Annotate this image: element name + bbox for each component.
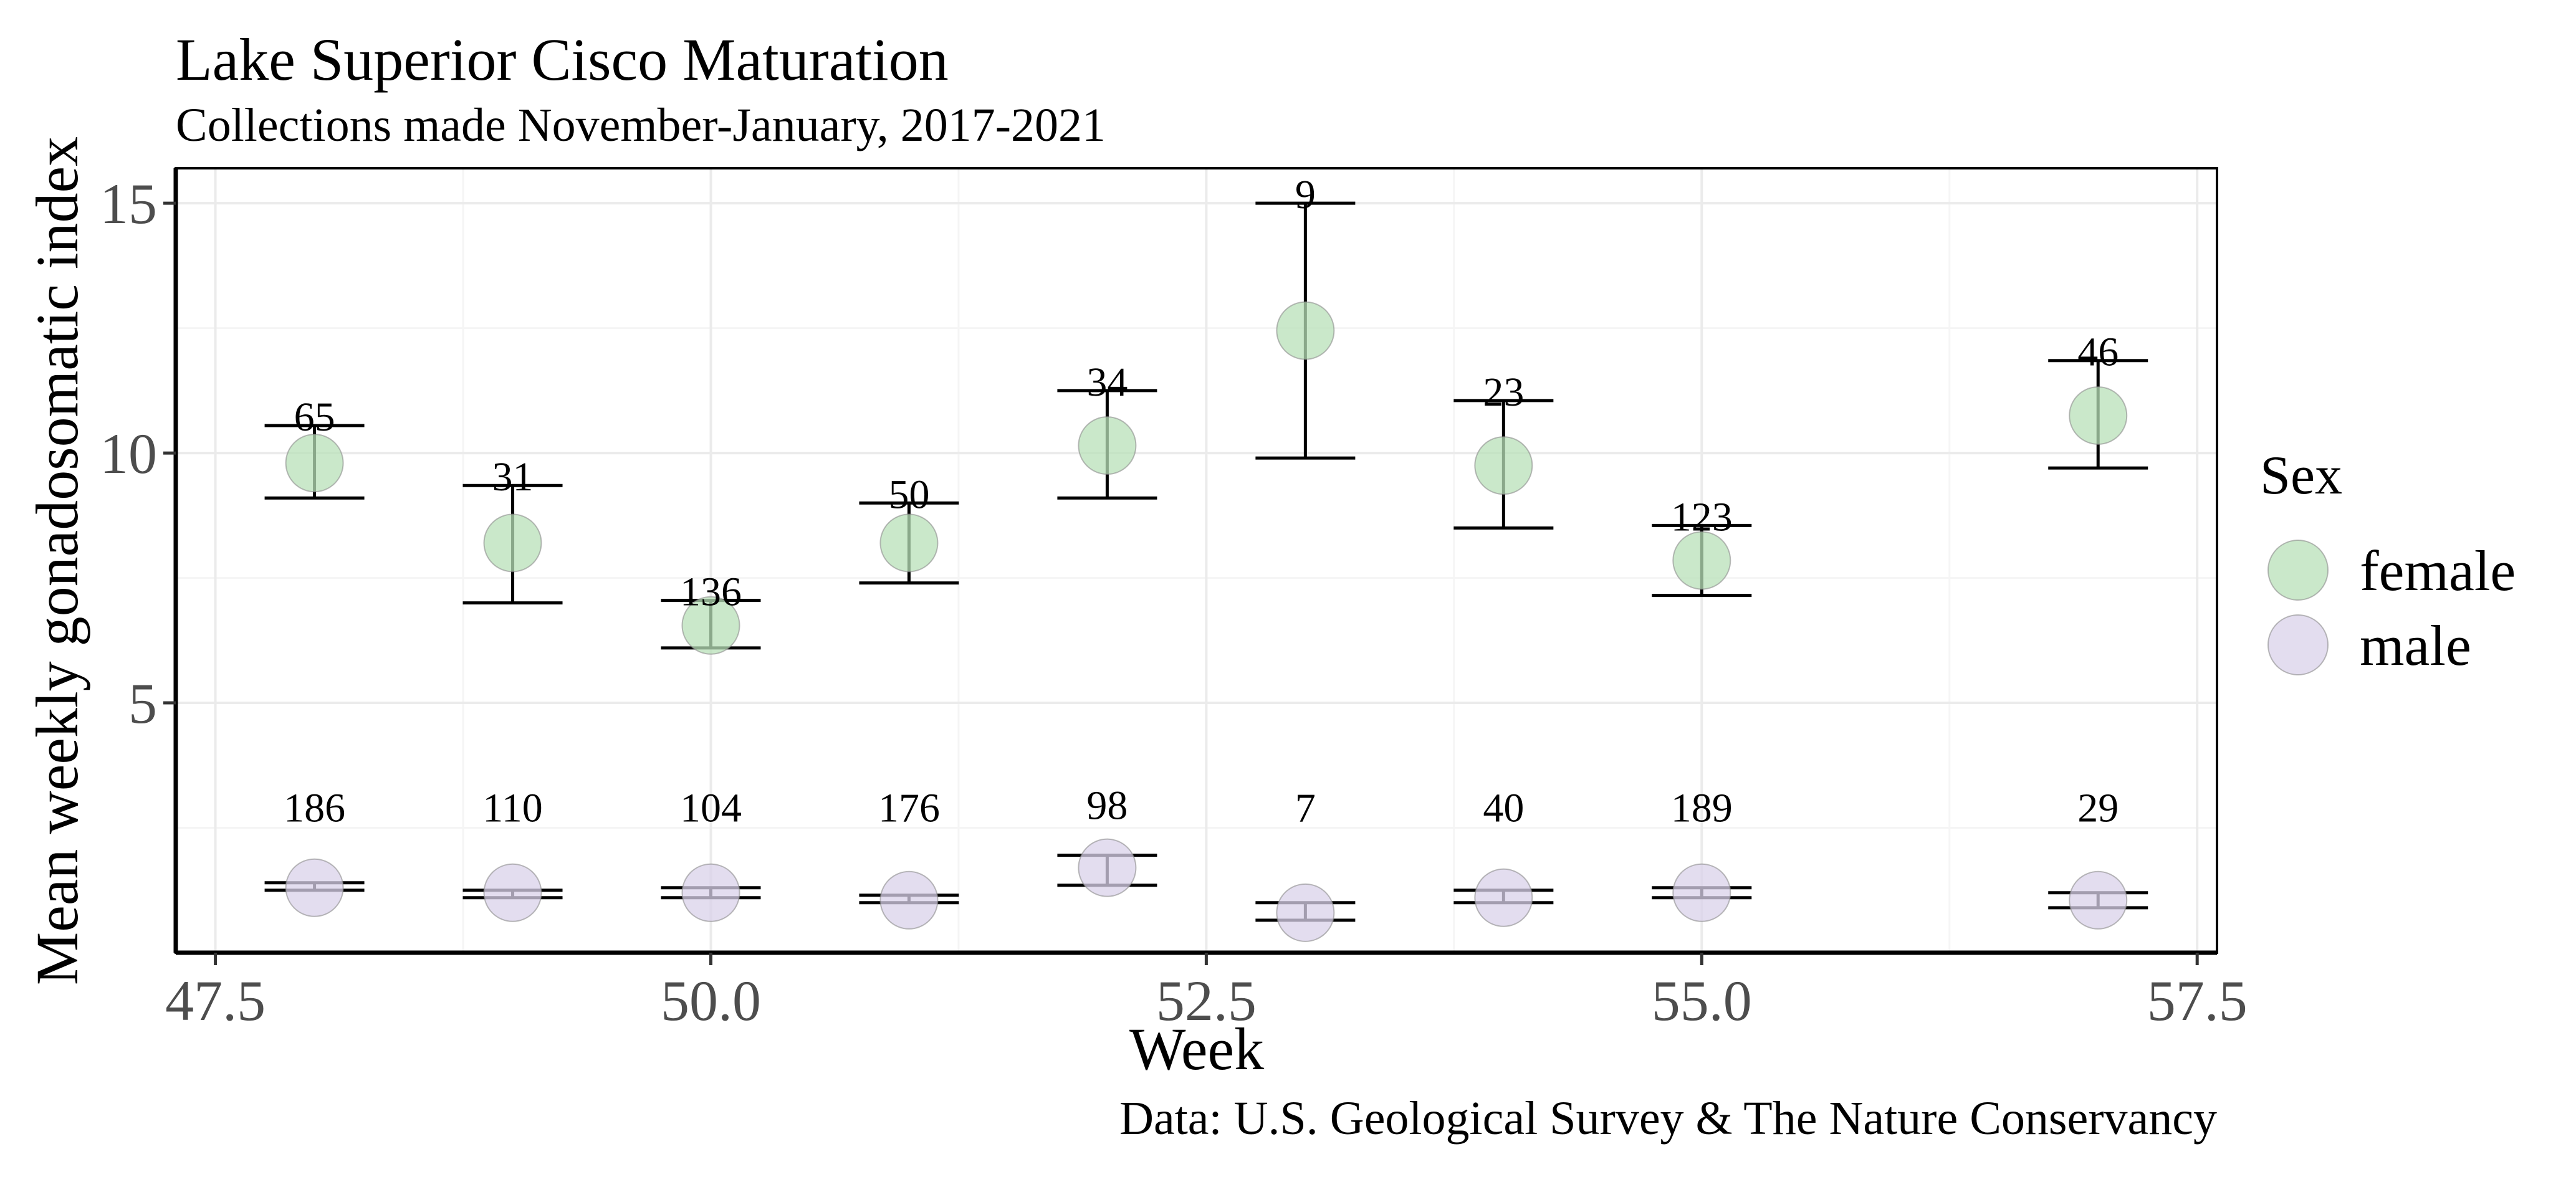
count-label-female: 123 [1671,494,1733,540]
point-male [1078,838,1137,897]
count-label-female: 9 [1295,172,1316,217]
point-female [681,596,740,655]
data-points [285,301,2128,942]
x-axis-title: Week [1129,1016,1264,1082]
count-label-male: 186 [284,786,345,831]
count-label-male: 29 [2077,786,2119,831]
point-female [879,513,939,573]
point-male [1276,883,1335,942]
count-labels: 65 31 136 50 34 9 23 123 46 186 110 104 176 98 7 40 189 2… [284,172,2119,831]
count-label-male: 7 [1295,786,1316,831]
plot-panel-border [175,167,2218,954]
legend-key-male [2267,614,2329,675]
point-male [2069,870,2128,930]
count-label-female: 31 [492,454,534,500]
count-label-male: 104 [680,786,742,831]
count-label-male: 40 [1483,786,1524,831]
axis-ticks: 47.5 50.0 52.5 55.0 57.5 5 10 15 [100,172,2248,1032]
count-label-female: 46 [2077,330,2119,375]
point-male [1672,863,1731,922]
point-male [1474,868,1533,927]
count-label-female: 50 [888,472,929,517]
y-tick-label: 15 [100,172,157,236]
legend-key-female [2267,540,2329,601]
legend-label-male: male [2360,614,2471,677]
x-tick-label: 50.0 [661,969,761,1032]
legend: female male [2267,539,2516,677]
x-tick-label: 57.5 [2147,969,2248,1032]
count-label-female: 23 [1483,369,1524,415]
point-male [285,858,344,917]
y-axis-title: Mean weekly gonadosomatic index [24,136,90,985]
point-female [483,513,542,573]
point-male [681,863,740,922]
count-label-male: 189 [1671,786,1733,831]
x-tick-label: 52.5 [1156,969,1257,1032]
legend-label-female: female [2360,539,2516,603]
y-tick-label: 10 [100,422,157,485]
count-label-male: 98 [1086,783,1128,829]
chart-caption: Data: U.S. Geological Survey & The Natur… [1119,1092,2217,1145]
point-female [2069,386,2128,445]
x-tick-label: 55.0 [1652,969,1752,1032]
count-label-male: 176 [878,786,940,831]
count-label-female: 136 [680,569,742,615]
chart-subtitle: Collections made November-January, 2017-… [176,99,1106,151]
legend-title: Sex [2260,446,2342,506]
count-label-female: 34 [1086,360,1128,405]
point-female [285,434,344,493]
x-tick-label: 47.5 [165,969,266,1032]
point-female [1672,531,1731,590]
point-male [483,863,542,922]
chart-title: Lake Superior Cisco Maturation [176,26,949,93]
point-female [1474,436,1533,495]
y-tick-label: 5 [128,672,157,735]
count-label-female: 65 [294,394,335,440]
grid [176,168,2217,953]
point-male [879,870,939,930]
point-female [1276,301,1335,360]
count-label-male: 110 [482,786,543,831]
point-female [1078,416,1137,475]
